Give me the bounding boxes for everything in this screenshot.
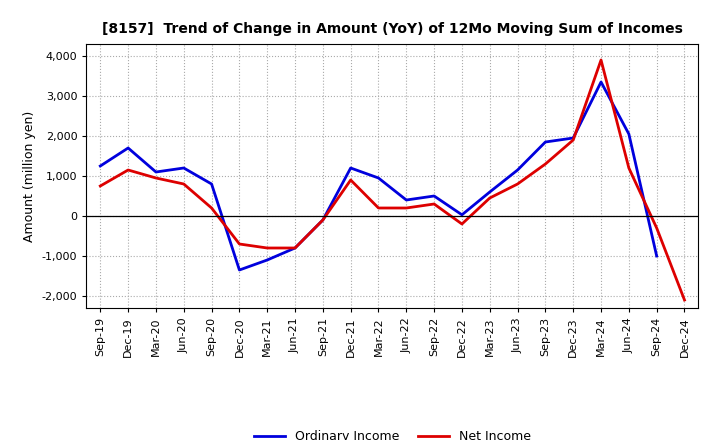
Net Income: [513, 181, 522, 187]
Net Income: [124, 167, 132, 172]
Ordinary Income: [485, 189, 494, 194]
Net Income: [485, 195, 494, 201]
Ordinary Income: [569, 136, 577, 141]
Ordinary Income: [597, 79, 606, 84]
Net Income: [402, 205, 410, 211]
Net Income: [597, 57, 606, 62]
Ordinary Income: [458, 212, 467, 217]
Net Income: [318, 217, 327, 223]
Ordinary Income: [624, 132, 633, 137]
Net Income: [430, 202, 438, 207]
Net Income: [291, 246, 300, 251]
Ordinary Income: [291, 246, 300, 251]
Net Income: [541, 161, 550, 167]
Net Income: [680, 297, 689, 303]
Net Income: [346, 177, 355, 183]
Ordinary Income: [402, 198, 410, 203]
Net Income: [374, 205, 383, 211]
Ordinary Income: [179, 165, 188, 171]
Net Income: [569, 137, 577, 143]
Ordinary Income: [430, 193, 438, 198]
Ordinary Income: [263, 257, 271, 263]
Net Income: [179, 181, 188, 187]
Ordinary Income: [235, 268, 243, 273]
Net Income: [152, 176, 161, 181]
Line: Ordinary Income: Ordinary Income: [100, 82, 657, 270]
Ordinary Income: [207, 181, 216, 187]
Ordinary Income: [96, 163, 104, 169]
Ordinary Income: [152, 169, 161, 175]
Net Income: [235, 242, 243, 247]
Ordinary Income: [513, 167, 522, 172]
Ordinary Income: [541, 139, 550, 145]
Title: [8157]  Trend of Change in Amount (YoY) of 12Mo Moving Sum of Incomes: [8157] Trend of Change in Amount (YoY) o…: [102, 22, 683, 36]
Ordinary Income: [652, 253, 661, 259]
Ordinary Income: [318, 217, 327, 223]
Net Income: [624, 165, 633, 171]
Net Income: [263, 246, 271, 251]
Line: Net Income: Net Income: [100, 60, 685, 300]
Net Income: [96, 183, 104, 189]
Ordinary Income: [346, 165, 355, 171]
Net Income: [652, 225, 661, 231]
Y-axis label: Amount (million yen): Amount (million yen): [23, 110, 36, 242]
Ordinary Income: [124, 145, 132, 150]
Net Income: [458, 221, 467, 227]
Ordinary Income: [374, 176, 383, 181]
Net Income: [207, 205, 216, 211]
Legend: Ordinary Income, Net Income: Ordinary Income, Net Income: [248, 425, 536, 440]
